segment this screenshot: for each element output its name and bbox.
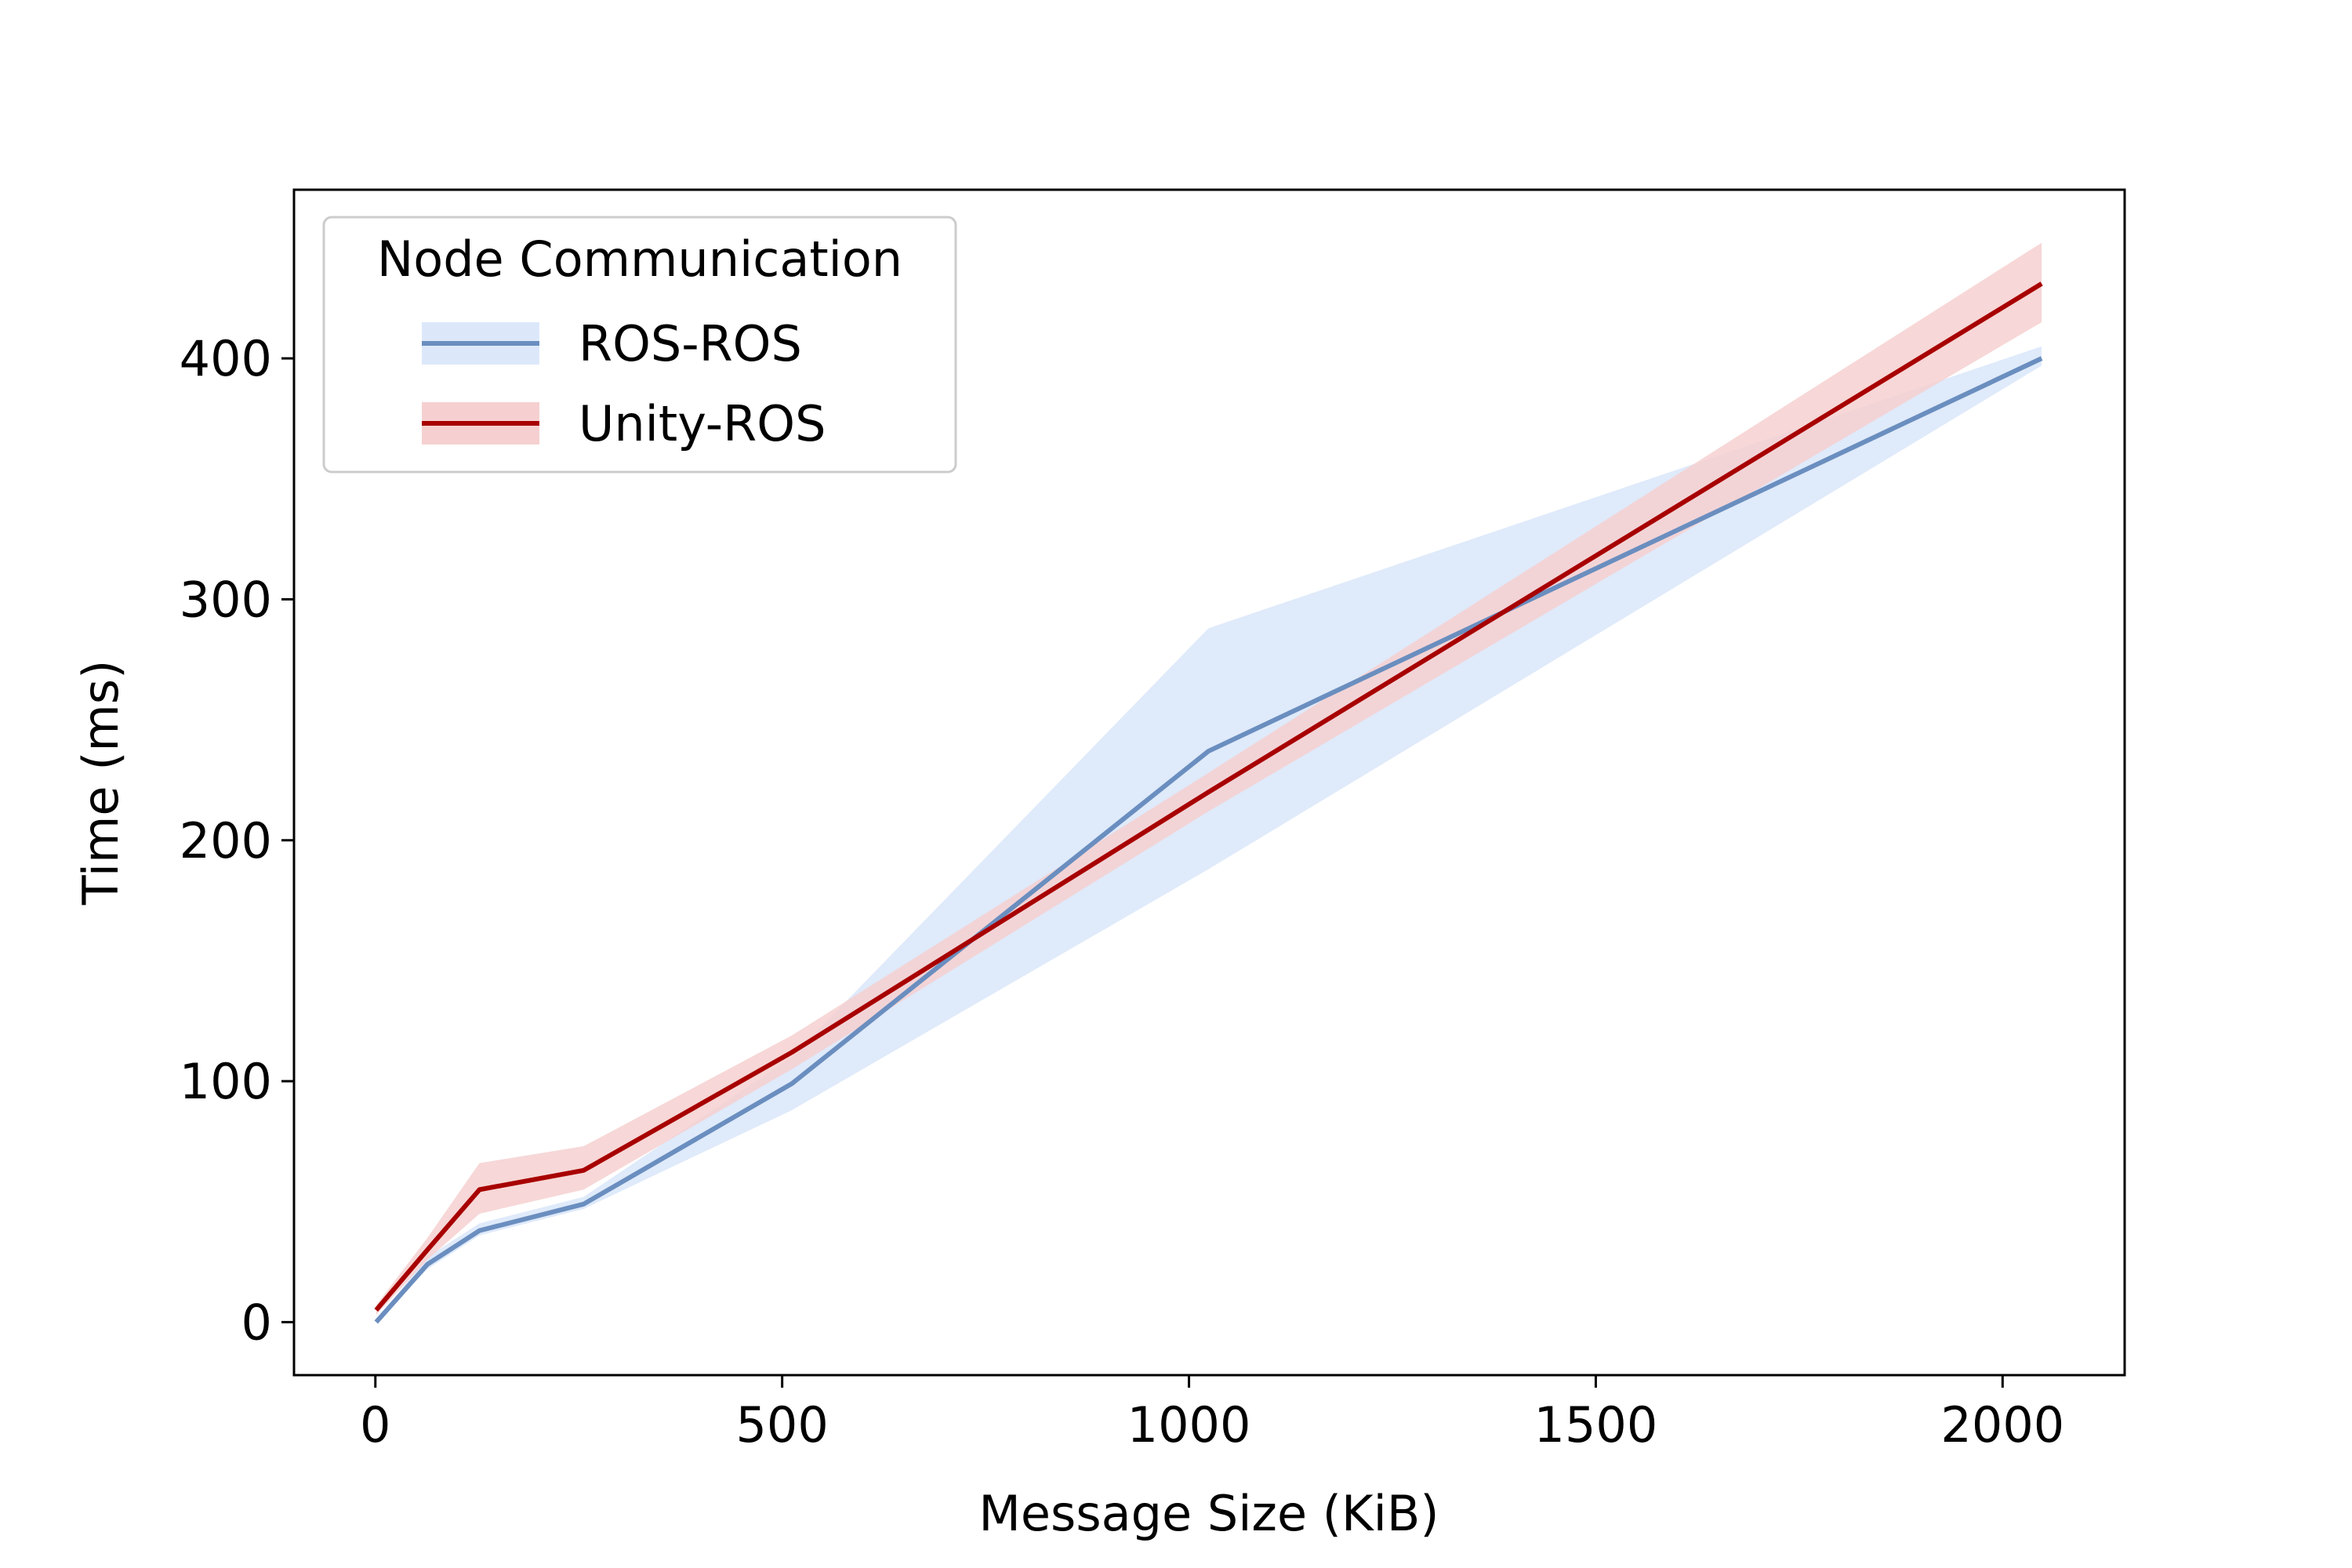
line-unity-ros (374, 281, 2043, 1312)
x-tick-label: 2000 (1940, 1396, 2064, 1454)
x-tick-label: 1500 (1534, 1396, 1658, 1454)
x-tick-label: 1000 (1127, 1396, 1251, 1454)
plot-frame (292, 188, 2126, 1377)
y-tick-label: 400 (180, 330, 272, 387)
legend-title: Node Communication (377, 230, 902, 288)
legend-label: ROS-ROS (579, 315, 802, 372)
y-tick-label: 100 (180, 1053, 272, 1110)
x-axis-label: Message Size (KiB) (978, 1485, 1439, 1542)
y-axis-label: Time (ms) (72, 660, 129, 906)
band-ros-ros (376, 346, 2042, 1323)
band-unity-ros (376, 242, 2042, 1316)
confidence-bands (376, 242, 2042, 1323)
x-axis-ticks: 0 500 1000 1500 2000 (360, 1375, 2064, 1454)
series-lines (374, 281, 2043, 1324)
legend-items: ROS-ROS Unity-ROS (422, 315, 826, 452)
x-tick-label: 500 (735, 1396, 828, 1454)
y-axis-ticks: 0 100 200 300 400 (180, 330, 294, 1351)
line-ros-ros (374, 356, 2043, 1324)
y-tick-label: 200 (180, 812, 272, 869)
y-tick-label: 0 (241, 1294, 272, 1351)
legend: Node Communication ROS-ROS Unity-ROS (322, 216, 957, 474)
x-tick-label: 0 (360, 1396, 390, 1454)
legend-label: Unity-ROS (579, 395, 826, 452)
y-tick-label: 300 (180, 571, 272, 628)
